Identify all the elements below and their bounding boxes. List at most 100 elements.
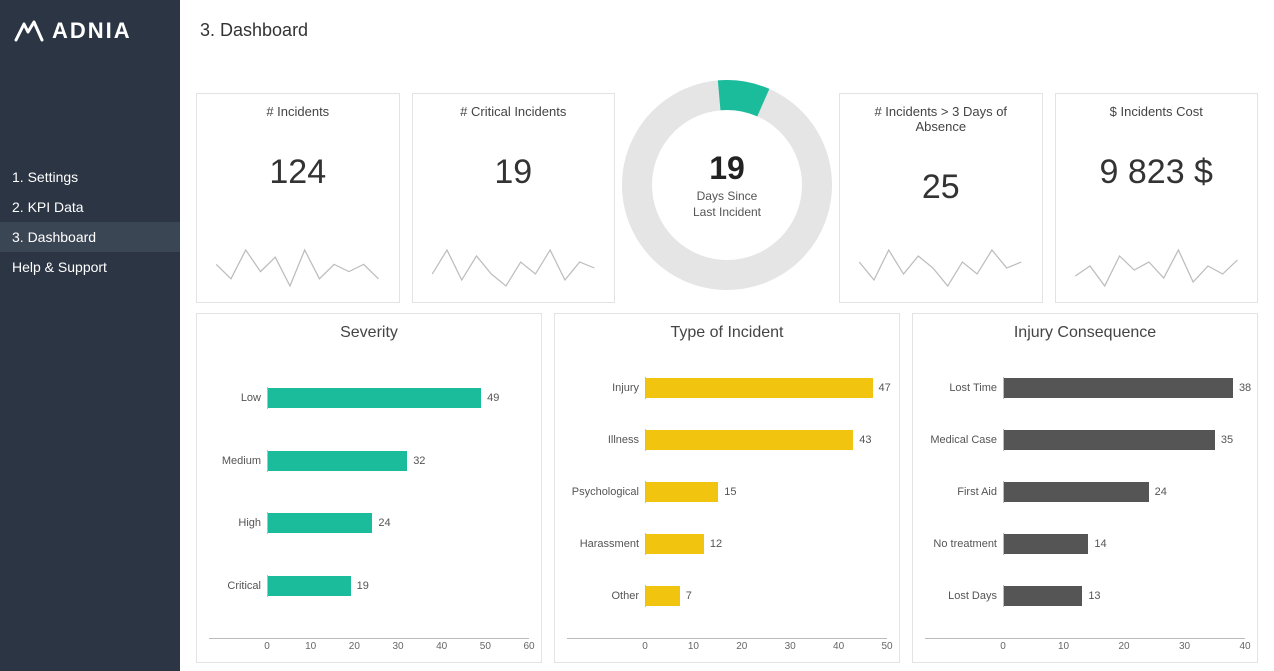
bar-category: No treatment	[925, 538, 1003, 550]
sidebar-item-1[interactable]: 2. KPI Data	[0, 192, 180, 222]
kpi-card-2: # Incidents > 3 Days of Absence 25	[839, 93, 1043, 303]
axis-tick: 30	[785, 641, 796, 652]
bar-fill	[1004, 482, 1149, 502]
bar-fill	[1004, 378, 1233, 398]
kpi-sparkline	[212, 246, 383, 290]
bar-area: Injury 47 Illness 43 Psychological 15 Ha…	[567, 350, 887, 638]
chart-body: Low 49 Medium 32 High 24 Critical 19 010…	[209, 350, 529, 656]
bar-track: 47	[645, 377, 887, 399]
sidebar-item-3[interactable]: Help & Support	[0, 252, 180, 282]
kpi-value: 25	[922, 168, 960, 207]
bar-track: 24	[267, 512, 529, 534]
chart-card-1: Type of Incident Injury 47 Illness 43 Ps…	[554, 313, 900, 663]
bar-row: Medical Case 35	[925, 426, 1245, 454]
bar-value: 32	[413, 455, 425, 467]
bar-category: Lost Time	[925, 382, 1003, 394]
axis-tick: 0	[1000, 641, 1006, 652]
kpi-value: 124	[269, 153, 326, 192]
kpi-label: $ Incidents Cost	[1110, 104, 1203, 119]
bar-value: 24	[378, 517, 390, 529]
bar-category: Medical Case	[925, 434, 1003, 446]
bar-value: 43	[859, 434, 871, 446]
bar-fill	[646, 586, 680, 606]
bar-value: 7	[686, 590, 692, 602]
app-root: ADNIA 1. Settings2. KPI Data3. Dashboard…	[0, 0, 1274, 671]
x-axis: 0102030405060	[209, 638, 529, 656]
bar-track: 19	[267, 575, 529, 597]
bar-value: 13	[1088, 590, 1100, 602]
bar-value: 19	[357, 580, 369, 592]
kpi-card-3: $ Incidents Cost 9 823 $	[1055, 93, 1259, 303]
bar-category: Harassment	[567, 538, 645, 550]
bar-row: First Aid 24	[925, 478, 1245, 506]
bar-category: Critical	[209, 580, 267, 592]
bar-value: 38	[1239, 382, 1251, 394]
kpi-value: 9 823 $	[1100, 153, 1213, 192]
bar-row: Other 7	[567, 582, 887, 610]
kpi-label: # Incidents	[266, 104, 329, 119]
chart-card-2: Injury Consequence Lost Time 38 Medical …	[912, 313, 1258, 663]
bar-row: Harassment 12	[567, 530, 887, 558]
axis-tick: 20	[736, 641, 747, 652]
axis-tick: 40	[1239, 641, 1250, 652]
bar-fill	[268, 576, 351, 596]
x-axis: 01020304050	[567, 638, 887, 656]
kpi-card-1: # Critical Incidents 19	[412, 93, 616, 303]
brand-logo-icon	[14, 20, 44, 42]
main: 3. Dashboard # Incidents 124 # Critical …	[180, 0, 1274, 671]
bar-track: 43	[645, 429, 887, 451]
donut: 19 Days SinceLast Incident	[617, 75, 837, 295]
axis-tick: 30	[392, 641, 403, 652]
bar-fill	[268, 388, 481, 408]
bar-row: Lost Days 13	[925, 582, 1245, 610]
bar-value: 12	[710, 538, 722, 550]
chart-body: Lost Time 38 Medical Case 35 First Aid 2…	[925, 350, 1245, 656]
bar-category: Lost Days	[925, 590, 1003, 602]
kpi-sparkline	[1071, 246, 1242, 290]
donut-slot: 19 Days SinceLast Incident	[627, 93, 827, 303]
bar-category: Other	[567, 590, 645, 602]
kpi-row: # Incidents 124 # Critical Incidents 19 …	[196, 93, 1258, 303]
bar-track: 12	[645, 533, 887, 555]
chart-title: Type of Incident	[567, 324, 887, 342]
bar-row: No treatment 14	[925, 530, 1245, 558]
bar-row: Critical 19	[209, 572, 529, 600]
axis-tick: 10	[305, 641, 316, 652]
bar-fill	[646, 378, 873, 398]
bar-row: Psychological 15	[567, 478, 887, 506]
kpi-label: # Incidents > 3 Days of Absence	[848, 104, 1034, 134]
bar-fill	[268, 451, 407, 471]
bar-track: 7	[645, 585, 887, 607]
bar-track: 38	[1003, 377, 1245, 399]
bar-category: Low	[209, 392, 267, 404]
kpi-card-0: # Incidents 124	[196, 93, 400, 303]
sidebar-nav: 1. Settings2. KPI Data3. DashboardHelp &…	[0, 162, 180, 282]
bar-fill	[646, 534, 704, 554]
sidebar: ADNIA 1. Settings2. KPI Data3. Dashboard…	[0, 0, 180, 671]
bar-row: Injury 47	[567, 374, 887, 402]
chart-card-0: Severity Low 49 Medium 32 High 24 Critic…	[196, 313, 542, 663]
bar-track: 35	[1003, 429, 1245, 451]
bar-category: Medium	[209, 455, 267, 467]
axis-tick: 40	[833, 641, 844, 652]
axis-tick: 50	[881, 641, 892, 652]
bar-category: First Aid	[925, 486, 1003, 498]
kpi-sparkline	[428, 246, 599, 290]
bar-track: 32	[267, 450, 529, 472]
kpi-sparkline	[855, 246, 1026, 290]
axis-tick: 0	[264, 641, 270, 652]
sidebar-item-2[interactable]: 3. Dashboard	[0, 222, 180, 252]
bar-row: Lost Time 38	[925, 374, 1245, 402]
bar-value: 15	[724, 486, 736, 498]
donut-center: 19 Days SinceLast Incident	[617, 75, 837, 295]
chart-title: Severity	[209, 324, 529, 342]
axis-tick: 10	[688, 641, 699, 652]
bar-fill	[646, 430, 853, 450]
bar-category: Illness	[567, 434, 645, 446]
bar-value: 24	[1155, 486, 1167, 498]
bar-row: High 24	[209, 509, 529, 537]
axis-tick: 20	[349, 641, 360, 652]
axis-tick: 0	[642, 641, 648, 652]
chart-title: Injury Consequence	[925, 324, 1245, 342]
sidebar-item-0[interactable]: 1. Settings	[0, 162, 180, 192]
